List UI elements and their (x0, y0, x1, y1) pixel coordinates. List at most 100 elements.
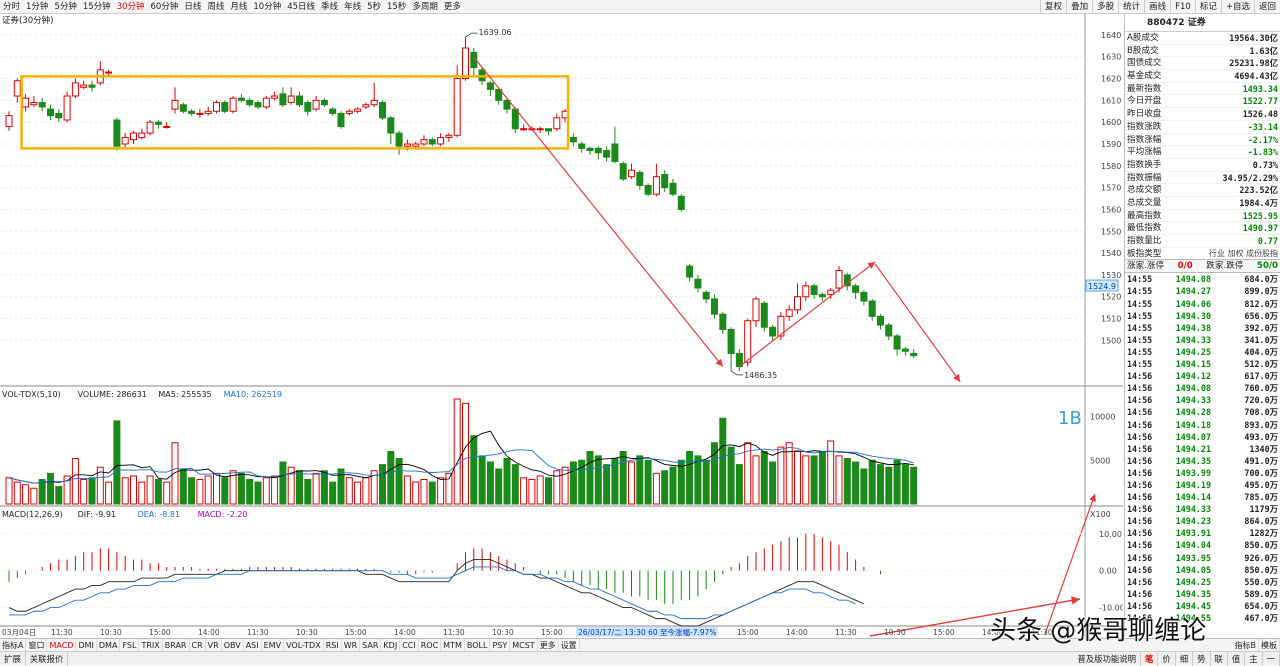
period-tab[interactable]: 30分钟 (116, 1, 145, 12)
period-tab[interactable]: 60分钟 (150, 1, 179, 12)
candle-body (843, 274, 851, 287)
indicator-tab[interactable]: 设置 (559, 638, 580, 652)
time-axis-label: 15:00 (345, 628, 367, 637)
volume-bar (910, 466, 918, 505)
indicator-tab[interactable]: BOLL (465, 638, 491, 652)
volume-bar (213, 472, 220, 505)
candle-body (262, 97, 270, 108)
period-tab[interactable]: 日线 (184, 1, 202, 12)
candle-body (296, 95, 303, 106)
status-mode-button[interactable]: 值 (1228, 651, 1246, 666)
status-mode-button[interactable]: 价 (1158, 651, 1176, 666)
period-tab[interactable]: 年线 (344, 1, 362, 12)
toolbar-button[interactable]: 统计 (1118, 0, 1144, 14)
toolbar-button[interactable]: 标记 (1194, 0, 1221, 14)
period-tab[interactable]: 季线 (321, 1, 339, 12)
tick-price: 1494.04 (1175, 540, 1211, 551)
consolidation-box (20, 75, 570, 150)
indicator-template-button[interactable]: 模板 (1259, 638, 1280, 652)
toolbar-button[interactable]: +自选 (1220, 0, 1254, 14)
indicator-tab[interactable]: ROC (419, 638, 442, 652)
indicator-tab[interactable]: DMI (76, 638, 97, 652)
tick-volume: 654.0万 (1244, 600, 1278, 611)
toolbar-button[interactable]: 画线 (1144, 0, 1170, 14)
tick-row: 14:55 1494.25 404.0万 (1125, 346, 1280, 358)
tick-time: 14:56 (1127, 383, 1153, 394)
period-tab[interactable]: 多周期 (412, 1, 438, 12)
status-mode-button[interactable]: 主 (1245, 651, 1263, 666)
toolbar-button[interactable]: 返回 (1253, 0, 1280, 14)
volume-bar (279, 461, 287, 505)
indicator-tab[interactable]: ASI (244, 638, 262, 652)
volume-bar (204, 475, 212, 505)
candlestick (362, 102, 370, 110)
period-tab[interactable]: 5秒 (367, 1, 381, 12)
indicator-tab[interactable]: VOL-TDX (284, 638, 324, 652)
period-tab[interactable]: 1分钟 (26, 1, 49, 12)
period-tab[interactable]: 更多 (443, 1, 461, 12)
indicator-tab[interactable]: MTM (441, 638, 465, 652)
indicator-tab[interactable]: TRIX (139, 638, 163, 652)
indicator-tab[interactable]: CR (190, 638, 206, 652)
period-tab[interactable]: 周线 (207, 1, 225, 12)
candlestick (752, 296, 760, 328)
tick-volume: 1282万 (1249, 528, 1278, 539)
indicator-tab[interactable]: 窗口 (26, 638, 48, 652)
status-button[interactable]: 扩展 (0, 651, 26, 666)
candle-body (287, 95, 295, 104)
tick-row: 14:56 1494.33 1179万 (1125, 503, 1280, 515)
period-tab[interactable]: 5分钟 (54, 1, 77, 12)
indicator-tab[interactable]: 指标A (0, 638, 27, 652)
indicator-tab[interactable]: VR (206, 638, 222, 652)
status-button[interactable]: 关联报价 (26, 651, 69, 666)
indicator-tab[interactable]: EMV (262, 638, 285, 652)
volume-bar (702, 459, 710, 505)
chart-area[interactable]: 证券(30分钟) 1640 1630 1620 1610 1600 1590 1580 1570… (0, 14, 1123, 637)
volume-bar (63, 475, 71, 505)
volume-bar (312, 472, 320, 505)
indicator-tab[interactable]: WR (342, 638, 361, 652)
tick-list[interactable]: 14:55 1494.08 684.0万 14:55 1494.27 899.0万 14:5… (1125, 273, 1280, 624)
status-mode-button[interactable]: 细 (1176, 651, 1194, 666)
indicator-template-button[interactable]: 指标B (1233, 638, 1259, 652)
toolbar-button[interactable]: 叠加 (1066, 0, 1092, 14)
indicator-tab[interactable]: FSL (120, 638, 140, 652)
toolbar-button[interactable]: F10 (1170, 0, 1195, 14)
period-tab[interactable]: 分时 (3, 1, 21, 12)
period-tab[interactable]: 10分钟 (253, 1, 282, 12)
period-tab[interactable]: 15分钟 (82, 1, 111, 12)
status-mode-button[interactable]: 联 (1211, 651, 1228, 666)
candlestick (868, 298, 876, 321)
candlestick (636, 170, 644, 190)
candlestick (287, 87, 295, 105)
indicator-tab[interactable]: MCST (510, 638, 538, 652)
period-tab[interactable]: 月线 (230, 1, 248, 12)
indicator-tab[interactable]: MACD (47, 638, 77, 652)
stat-label: 指数振幅 (1127, 172, 1162, 183)
indicator-tab[interactable]: RSI (324, 638, 342, 652)
indicator-tab[interactable]: KDJ (381, 638, 401, 652)
indicator-tab[interactable]: BRAR (163, 638, 190, 652)
indicator-tab[interactable]: PSY (490, 638, 511, 652)
status-mode-button[interactable]: 一 (1263, 651, 1280, 666)
status-mode-button[interactable]: 普及版功能说明 (1073, 651, 1141, 666)
toolbar-button[interactable]: 多股 (1092, 0, 1118, 14)
period-tab[interactable]: 15秒 (387, 1, 407, 12)
tick-volume: 864.0万 (1244, 516, 1278, 527)
macd-divergence-arrow (869, 596, 1081, 637)
candle-body (486, 82, 494, 90)
toolbar-button[interactable]: 复权 (1040, 0, 1066, 14)
tick-price: 1494.25 (1175, 576, 1211, 587)
status-mode-button[interactable]: 笔 (1141, 651, 1159, 666)
indicator-tab[interactable]: SAR (360, 638, 382, 652)
crosshair-tip-bg (576, 627, 718, 637)
status-mode-button[interactable]: 势 (1193, 651, 1211, 666)
indicator-tab[interactable]: DMA (97, 638, 121, 652)
period-tab[interactable]: 45日线 (287, 1, 316, 12)
indicator-tab[interactable]: 更多 (538, 638, 559, 652)
candle-body (727, 328, 735, 354)
board-type-value[interactable]: 行业 加权 成份股指 (1208, 248, 1278, 258)
indicator-tab[interactable]: CCI (400, 638, 419, 652)
indicator-tab[interactable]: OBV (222, 638, 244, 652)
candle-body (495, 88, 503, 101)
